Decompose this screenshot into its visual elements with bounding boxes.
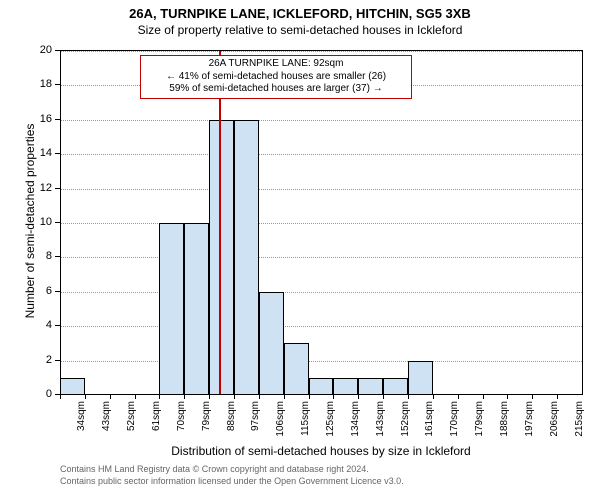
histogram-bar [309, 378, 334, 395]
x-tick-label: 43sqm [101, 401, 112, 431]
x-tick-label: 134sqm [350, 401, 361, 437]
x-tick [507, 394, 508, 399]
histogram-bar [259, 292, 284, 395]
x-tick [358, 394, 359, 399]
x-tick [284, 394, 285, 399]
y-axis-line [60, 50, 61, 394]
x-tick-label: 188sqm [499, 401, 510, 437]
histogram-bar [159, 223, 184, 395]
y-tick-label: 16 [0, 113, 52, 125]
annotation-box: 26A TURNPIKE LANE: 92sqm← 41% of semi-de… [140, 55, 412, 99]
x-tick [483, 394, 484, 399]
annotation-line: 26A TURNPIKE LANE: 92sqm [145, 58, 407, 71]
x-tick-label: 34sqm [76, 401, 87, 431]
x-tick-label: 125sqm [325, 401, 336, 437]
x-tick [60, 394, 61, 399]
x-tick [184, 394, 185, 399]
chart-footer: Contains HM Land Registry data © Crown c… [60, 464, 582, 487]
x-tick [110, 394, 111, 399]
y-gridline [60, 120, 582, 121]
chart-container: 26A, TURNPIKE LANE, ICKLEFORD, HITCHIN, … [0, 6, 600, 500]
x-tick-label: 70sqm [176, 401, 187, 431]
y-tick-label: 10 [0, 216, 52, 228]
x-tick [309, 394, 310, 399]
x-tick [209, 394, 210, 399]
x-tick [383, 394, 384, 399]
x-tick-label: 179sqm [474, 401, 485, 437]
annotation-line: 59% of semi-detached houses are larger (… [145, 83, 407, 96]
histogram-bar [184, 223, 209, 395]
x-tick-label: 52sqm [126, 401, 137, 431]
y-gridline [60, 51, 582, 52]
x-tick [433, 394, 434, 399]
x-tick-label: 206sqm [549, 401, 560, 437]
y-tick-label: 12 [0, 182, 52, 194]
x-tick [557, 394, 558, 399]
y-tick-label: 20 [0, 44, 52, 56]
y-tick-label: 18 [0, 78, 52, 90]
x-tick-label: 143sqm [375, 401, 386, 437]
histogram-bar [358, 378, 383, 395]
x-tick-label: 97sqm [250, 401, 261, 431]
histogram-bar [60, 378, 85, 395]
x-tick [85, 394, 86, 399]
x-tick-label: 61sqm [151, 401, 162, 431]
y-gridline [60, 361, 582, 362]
x-tick-label: 215sqm [574, 401, 585, 437]
x-tick [135, 394, 136, 399]
histogram-bar [284, 343, 309, 395]
x-tick [333, 394, 334, 399]
plot-area: 26A TURNPIKE LANE: 92sqm← 41% of semi-de… [60, 50, 583, 395]
histogram-bar [408, 361, 433, 395]
y-tick-label: 6 [0, 285, 52, 297]
chart-subtitle: Size of property relative to semi-detach… [0, 23, 600, 39]
x-tick-label: 79sqm [201, 401, 212, 431]
x-tick [259, 394, 260, 399]
histogram-bar [209, 120, 234, 395]
x-tick-label: 152sqm [400, 401, 411, 437]
x-tick [408, 394, 409, 399]
y-tick-label: 0 [0, 388, 52, 400]
x-tick-label: 197sqm [524, 401, 535, 437]
x-tick-label: 88sqm [226, 401, 237, 431]
y-gridline [60, 154, 582, 155]
x-tick-label: 161sqm [424, 401, 435, 437]
y-gridline [60, 257, 582, 258]
y-tick-label: 8 [0, 250, 52, 262]
reference-line [219, 51, 221, 395]
footer-line-2: Contains public sector information licen… [60, 476, 582, 488]
y-gridline [60, 189, 582, 190]
x-tick [159, 394, 160, 399]
histogram-bar [333, 378, 358, 395]
x-tick-label: 170sqm [449, 401, 460, 437]
histogram-bar [234, 120, 259, 395]
x-tick [532, 394, 533, 399]
histogram-bar [383, 378, 408, 395]
annotation-line: ← 41% of semi-detached houses are smalle… [145, 71, 407, 84]
x-tick [234, 394, 235, 399]
x-tick-label: 115sqm [300, 401, 311, 436]
y-tick-label: 2 [0, 354, 52, 366]
footer-line-1: Contains HM Land Registry data © Crown c… [60, 464, 582, 476]
x-tick [458, 394, 459, 399]
y-gridline [60, 326, 582, 327]
x-axis-label: Distribution of semi-detached houses by … [60, 444, 582, 458]
chart-title: 26A, TURNPIKE LANE, ICKLEFORD, HITCHIN, … [0, 6, 600, 23]
y-gridline [60, 223, 582, 224]
x-tick-label: 106sqm [275, 401, 286, 437]
x-axis-line [60, 394, 582, 395]
y-tick-label: 14 [0, 147, 52, 159]
y-gridline [60, 292, 582, 293]
y-tick-label: 4 [0, 319, 52, 331]
